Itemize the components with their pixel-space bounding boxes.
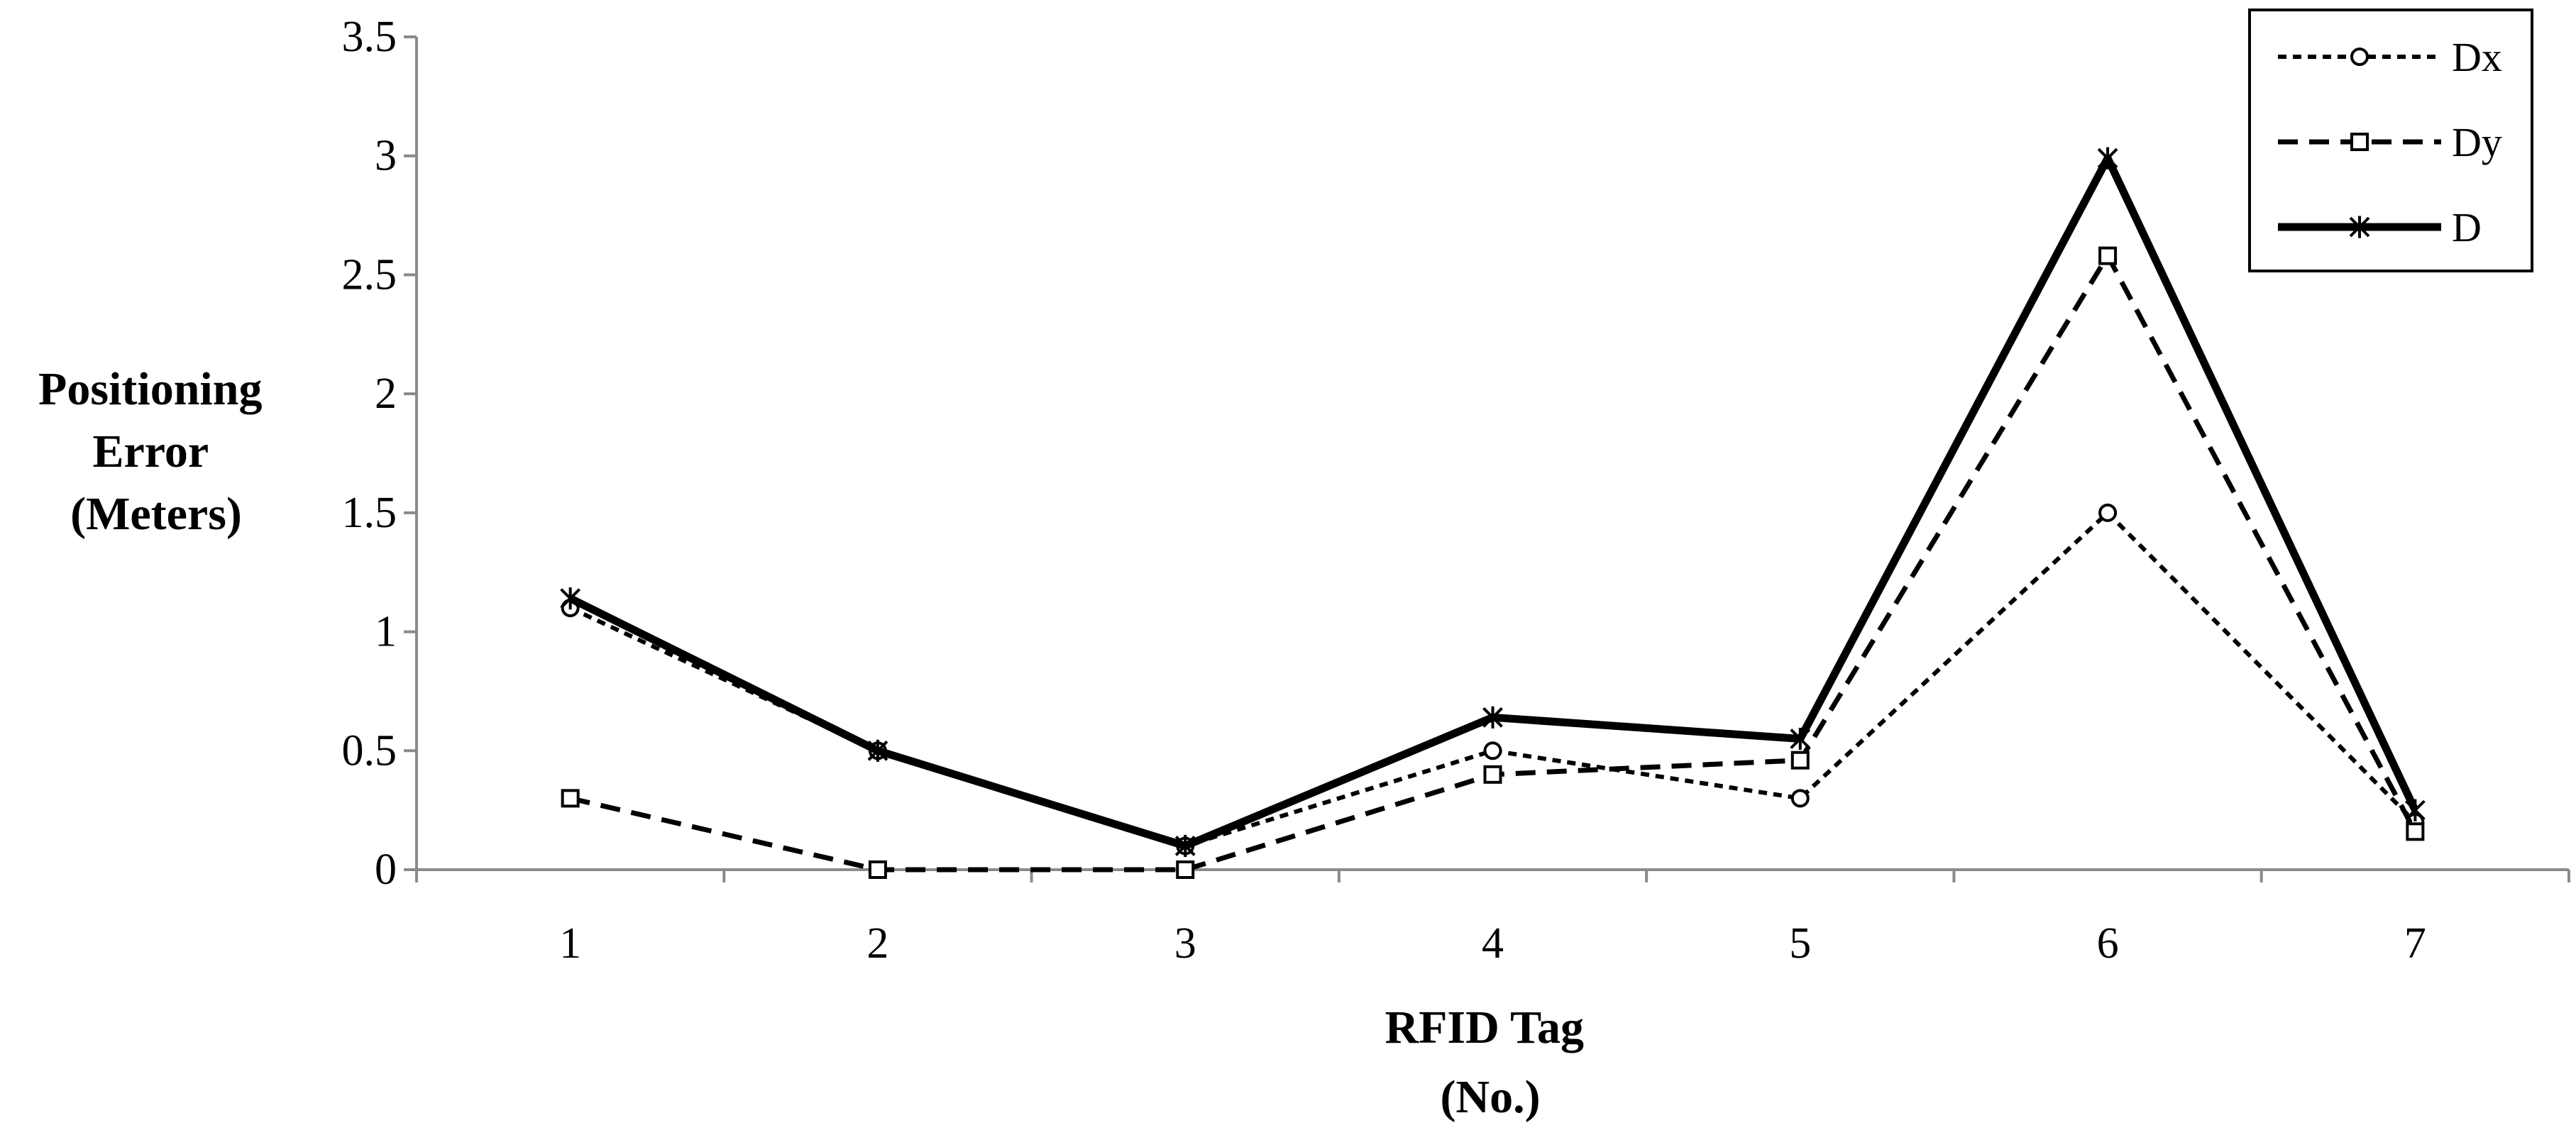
y-tick-label: 1.5 xyxy=(342,489,397,537)
x-tick-label: 7 xyxy=(2404,919,2426,968)
y-tick-label: 0 xyxy=(375,846,397,894)
series-group xyxy=(560,147,2426,879)
series-d xyxy=(560,147,2426,858)
data-point-dy xyxy=(868,860,887,879)
y-axis-title-line-3: (Meters) xyxy=(70,488,242,540)
x-tick-label: 1 xyxy=(559,919,581,968)
legend-marker-d xyxy=(2349,216,2370,238)
data-point-d xyxy=(867,739,888,762)
x-tick-label: 4 xyxy=(1482,919,1504,968)
legend-label-dx: Dx xyxy=(2452,34,2502,80)
legend-label-dy: Dy xyxy=(2452,119,2502,165)
data-point-dy xyxy=(1176,860,1195,879)
x-tick-label: 2 xyxy=(866,919,888,968)
x-axis-title-line-1: RFID Tag xyxy=(1385,1002,1584,1053)
y-axis-title-line-1: Positioning xyxy=(38,363,262,415)
y-tick-label: 3.5 xyxy=(342,13,397,61)
y-tick-label: 3 xyxy=(375,132,397,180)
data-point-dx xyxy=(1483,741,1502,760)
data-point-d xyxy=(1482,706,1503,729)
data-point-dy xyxy=(561,789,580,808)
axes xyxy=(404,35,2570,882)
data-point-dy xyxy=(2406,822,2425,841)
data-point-d xyxy=(1174,834,1196,858)
x-axis-title-line-2: (No.) xyxy=(1440,1071,1540,1123)
y-tick-label: 2 xyxy=(375,370,397,418)
legend-marker-dx xyxy=(2350,48,2369,66)
data-point-dy xyxy=(2098,246,2118,265)
data-point-d xyxy=(1790,727,1811,751)
x-tick-label: 5 xyxy=(1789,919,1811,968)
legend-marker-dy xyxy=(2350,133,2369,151)
data-point-dy xyxy=(1790,751,1810,770)
x-axis-title: RFID Tag (No.) xyxy=(1385,1002,1595,1123)
x-tick-label: 3 xyxy=(1174,919,1196,968)
legend: Dx Dy D xyxy=(2248,9,2533,272)
data-point-d xyxy=(2097,147,2118,170)
y-tick-label: 1 xyxy=(375,608,397,656)
y-tick-labels: 0 0.5 1 1.5 2 2.5 3 3.5 xyxy=(342,13,397,894)
data-point-d xyxy=(2404,799,2426,821)
series-line-dx xyxy=(569,510,2417,848)
data-point-d xyxy=(560,587,581,610)
x-tick-labels: 1 2 3 4 5 6 7 xyxy=(559,919,2426,968)
data-point-dx xyxy=(1790,789,1810,808)
series-dy xyxy=(561,246,2425,879)
y-axis-title: Positioning Error (Meters) xyxy=(38,363,274,540)
legend-label-d: D xyxy=(2452,204,2482,250)
y-tick-label: 2.5 xyxy=(342,250,397,299)
data-point-dy xyxy=(1483,765,1502,784)
y-tick-label: 0.5 xyxy=(342,726,397,775)
data-point-dx xyxy=(2098,503,2118,522)
series-dx xyxy=(561,503,2425,856)
x-tick-label: 6 xyxy=(2097,919,2119,968)
y-axis-title-line-2: Error xyxy=(92,426,208,477)
